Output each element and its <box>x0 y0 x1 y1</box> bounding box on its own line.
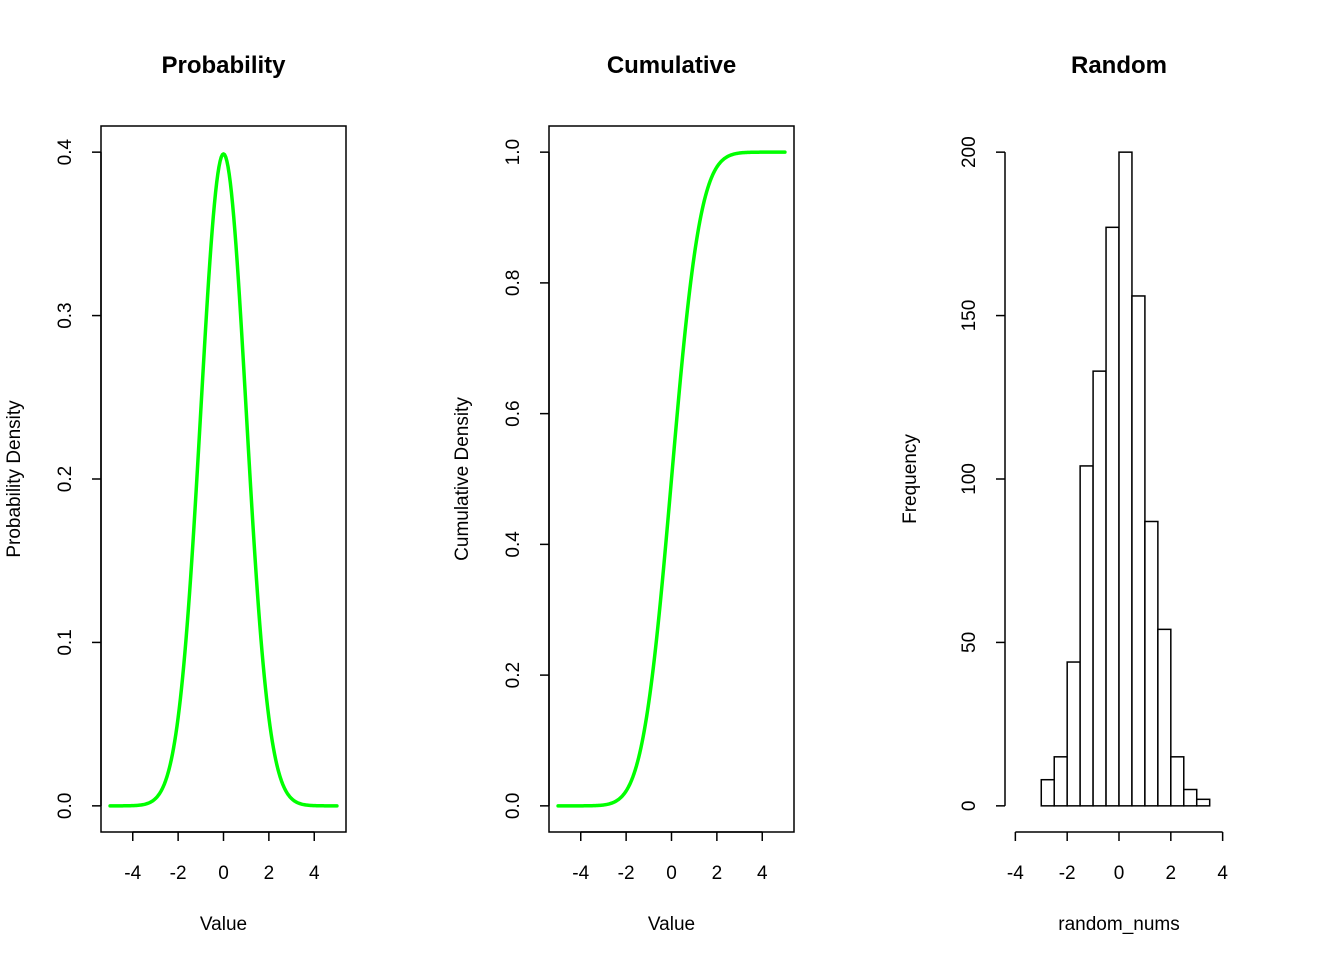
chart-title: Probability <box>161 52 286 79</box>
y-tick-label: 0.2 <box>55 466 76 492</box>
y-tick-label: 0 <box>959 801 980 812</box>
x-tick-label: -2 <box>170 863 187 884</box>
histogram-bar <box>1183 788 1198 807</box>
cumulative-panel: Cumulative Value Cumulative Density -4 -2 0 2 4… <box>452 52 795 935</box>
random-histogram-panel: Random random_nums Frequency -4 -2 0 2 4 0 50 100 1… <box>900 52 1228 935</box>
x-tick-label: 4 <box>309 863 320 884</box>
x-tick-label: 2 <box>264 863 275 884</box>
chart-title: Cumulative <box>607 52 736 79</box>
y-tick-label: 50 <box>959 632 980 653</box>
x-tick-label: -2 <box>618 863 635 884</box>
y-tick-label: 0.1 <box>55 629 76 655</box>
histogram-bar <box>1195 798 1211 807</box>
histogram-bar <box>1092 370 1107 807</box>
x-tick-label: -2 <box>1059 863 1076 884</box>
cumulative-density-curve <box>556 150 787 808</box>
y-tick-label: 100 <box>959 463 980 495</box>
y-tick-label: 0.8 <box>503 270 524 296</box>
x-tick-label: 4 <box>1217 863 1228 884</box>
histogram-bar <box>1079 465 1094 807</box>
x-tick-label: -4 <box>124 863 141 884</box>
y-tick-label: 0.4 <box>503 531 524 558</box>
histogram-bar <box>1105 226 1120 807</box>
y-axis-label: Cumulative Density <box>452 397 473 561</box>
y-tick-label: 0.6 <box>503 400 524 426</box>
histogram-bar <box>1066 661 1081 807</box>
histogram-bar <box>1170 756 1185 807</box>
x-tick-label: 4 <box>757 863 768 884</box>
x-tick-label: 0 <box>1114 863 1125 884</box>
y-axis-label: Probability Density <box>4 400 25 558</box>
y-tick-label: 200 <box>959 136 980 168</box>
y-tick-label: 0.0 <box>503 793 524 819</box>
x-axis-label: random_nums <box>1058 914 1179 935</box>
histogram-bar <box>1118 151 1133 807</box>
plot-frame <box>100 125 347 833</box>
x-tick-label: 0 <box>666 863 677 884</box>
histogram-bar <box>1157 628 1172 807</box>
x-tick-label: -4 <box>572 863 589 884</box>
y-axis-label: Frequency <box>900 434 921 524</box>
x-tick-label: -4 <box>1007 863 1024 884</box>
y-tick-label: 0.0 <box>55 793 76 819</box>
probability-density-curve <box>108 152 339 808</box>
x-tick-label: 2 <box>712 863 723 884</box>
x-axis-label: Value <box>200 914 247 935</box>
histogram-bar <box>1144 520 1159 807</box>
y-tick-label: 0.4 <box>55 139 76 166</box>
histogram-bar <box>1131 295 1146 807</box>
chart-title: Random <box>1071 52 1167 79</box>
histogram-bar <box>1040 778 1055 807</box>
probability-panel: Probability Value Probability Density -4 -2 0… <box>4 52 347 935</box>
histogram-bar <box>1053 756 1068 807</box>
y-tick-label: 150 <box>959 300 980 332</box>
y-tick-label: 1.0 <box>503 139 524 165</box>
x-axis-label: Value <box>648 914 695 935</box>
y-tick-label: 0.3 <box>55 302 76 328</box>
y-tick-label: 0.2 <box>503 662 524 688</box>
x-tick-label: 2 <box>1166 863 1177 884</box>
x-tick-label: 0 <box>218 863 229 884</box>
